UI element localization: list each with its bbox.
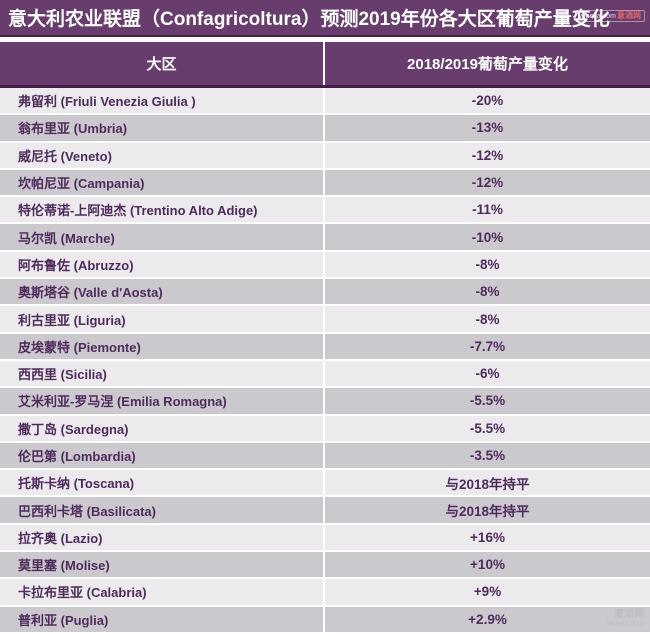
column-header-region: 大区 — [0, 42, 325, 85]
watermark-bottom-site: wineita.com — [607, 620, 644, 628]
region-cell: 特伦蒂诺-上阿迪杰 (Trentino Alto Adige) — [0, 197, 325, 223]
change-cell: -13% — [471, 120, 504, 136]
watermark-bottom-brand: 意酒网 — [614, 609, 644, 621]
region-cell: 西西里 (Sicilia) — [0, 360, 325, 387]
region-cell: 奥斯塔谷 (Valle d'Aosta) — [0, 279, 325, 305]
grape-production-table: 大区 2018/2019葡萄产量变化 弗留利 (Friuli Venezia G… — [0, 42, 650, 634]
column-header-change: 2018/2019葡萄产量变化 — [407, 56, 568, 73]
change-cell: -5.5% — [469, 420, 506, 436]
watermark-top: wineita.com 意酒网 — [575, 10, 645, 22]
title-table-divider — [0, 37, 650, 42]
region-cell: 巴西利卡塔 (Basilicata) — [0, 497, 325, 523]
region-cell: 托斯卡纳 (Toscana) — [0, 470, 325, 496]
change-cell: +10% — [470, 557, 505, 573]
change-cell: 与2018年持平 — [445, 476, 530, 492]
table-row: 艾米利亚-罗马涅 (Emilia Romagna) -5.5% — [0, 388, 650, 416]
table-row: 奥斯塔谷 (Valle d'Aosta) -8% — [0, 279, 650, 307]
change-cell: -5.5% — [469, 393, 506, 409]
region-cell: 利古里亚 (Liguria) — [0, 306, 325, 332]
region-cell: 翁布里亚 (Umbria) — [0, 115, 325, 141]
table-row: 伦巴第 (Lombardia) -3.5% — [0, 442, 650, 471]
region-cell: 艾米利亚-罗马涅 (Emilia Romagna) — [0, 388, 325, 414]
table-row: 皮埃蒙特 (Piemonte) -7.7% — [0, 333, 650, 361]
table-row: 拉齐奥 (Lazio) +16% — [0, 524, 650, 553]
region-cell: 拉齐奥 (Lazio) — [0, 524, 325, 551]
region-cell: 伦巴第 (Lombardia) — [0, 442, 325, 469]
change-cell: -8% — [475, 311, 500, 327]
table-row: 翁布里亚 (Umbria) -13% — [0, 115, 650, 143]
change-cell: -12% — [471, 147, 504, 163]
change-cell: +2.9% — [468, 611, 507, 627]
change-cell: -7.7% — [469, 338, 506, 354]
change-cell: -12% — [471, 175, 504, 191]
region-cell: 坎帕尼亚 (Campania) — [0, 169, 325, 196]
change-cell: -8% — [475, 284, 500, 300]
table-row: 利古里亚 (Liguria) -8% — [0, 306, 650, 334]
table-row: 马尔凯 (Marche) -10% — [0, 224, 650, 252]
watermark-site-text: wineita.com — [579, 12, 616, 20]
table-row: 西西里 (Sicilia) -6% — [0, 360, 650, 389]
change-cell: +16% — [470, 529, 505, 545]
table-row: 特伦蒂诺-上阿迪杰 (Trentino Alto Adige) -11% — [0, 197, 650, 225]
watermark-bottom: 意酒网 wineita.com — [607, 609, 644, 629]
table-row: 弗留利 (Friuli Venezia Giulia ) -20% — [0, 88, 650, 116]
table-row: 托斯卡纳 (Toscana) 与2018年持平 — [0, 470, 650, 498]
table-header-row: 大区 2018/2019葡萄产量变化 — [0, 42, 650, 88]
table-row: 卡拉布里亚 (Calabria) +9% — [0, 579, 650, 607]
change-cell: +9% — [473, 584, 502, 600]
table-body: 弗留利 (Friuli Venezia Giulia ) -20% 翁布里亚 (Um… — [0, 88, 650, 634]
region-cell: 弗留利 (Friuli Venezia Giulia ) — [0, 88, 325, 114]
region-cell: 皮埃蒙特 (Piemonte) — [0, 333, 325, 359]
change-cell: -10% — [471, 229, 504, 245]
region-cell: 普利亚 (Puglia) — [0, 606, 325, 632]
page-title: 意大利农业联盟（Confagricoltura）预测2019年份各大区葡萄产量变… — [8, 9, 610, 30]
region-cell: 威尼托 (Veneto) — [0, 142, 325, 168]
region-cell: 撒丁岛 (Sardegna) — [0, 415, 325, 441]
table-row: 普利亚 (Puglia) +2.9% — [0, 606, 650, 634]
change-cell: -20% — [471, 93, 504, 109]
change-cell: -3.5% — [469, 448, 506, 463]
region-cell: 卡拉布里亚 (Calabria) — [0, 579, 325, 605]
table-row: 威尼托 (Veneto) -12% — [0, 142, 650, 170]
change-cell: -8% — [475, 256, 500, 272]
table-row: 巴西利卡塔 (Basilicata) 与2018年持平 — [0, 497, 650, 525]
title-bar: 意大利农业联盟（Confagricoltura）预测2019年份各大区葡萄产量变… — [0, 0, 650, 37]
change-cell: 与2018年持平 — [445, 504, 530, 520]
watermark-brand-text: 意酒网 — [617, 11, 641, 20]
region-cell: 阿布鲁佐 (Abruzzo) — [0, 251, 325, 278]
table-row: 莫里塞 (Molise) +10% — [0, 552, 650, 580]
change-cell: -6% — [475, 366, 500, 382]
table-row: 坎帕尼亚 (Campania) -12% — [0, 169, 650, 198]
table-row: 撒丁岛 (Sardegna) -5.5% — [0, 415, 650, 443]
region-cell: 马尔凯 (Marche) — [0, 224, 325, 250]
region-cell: 莫里塞 (Molise) — [0, 552, 325, 578]
change-cell: -11% — [472, 202, 503, 218]
table-row: 阿布鲁佐 (Abruzzo) -8% — [0, 251, 650, 280]
